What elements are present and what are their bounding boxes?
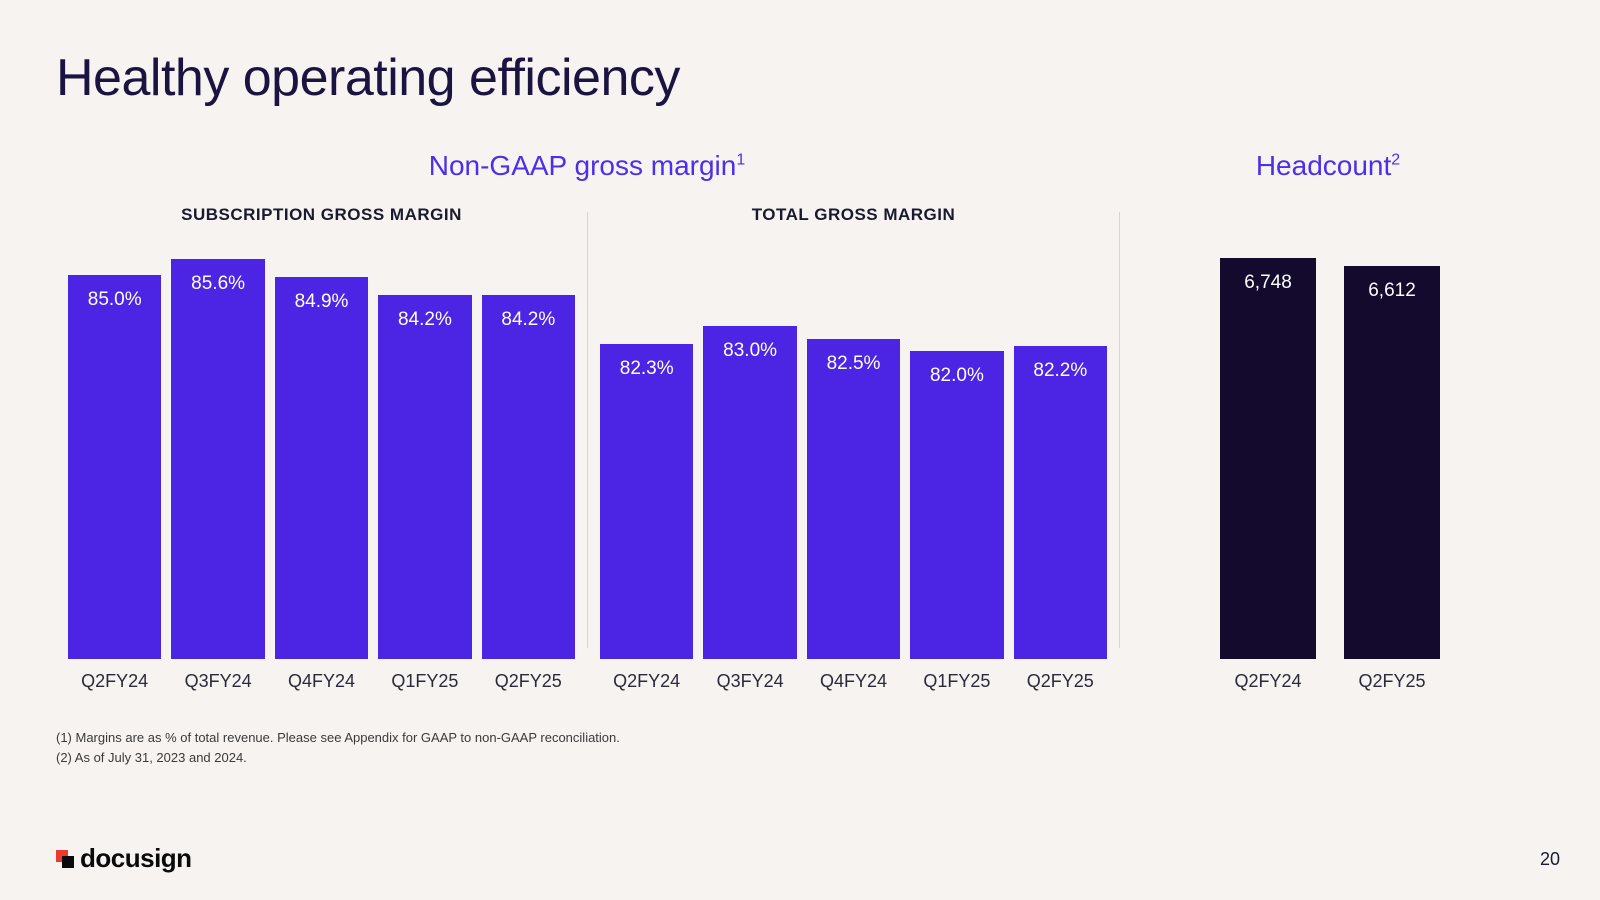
section-label-right-sup: 2: [1391, 152, 1400, 169]
footnote-1: (1) Margins are as % of total revenue. P…: [56, 728, 1544, 748]
bar-x-label: Q2FY24: [81, 671, 148, 692]
section-labels-row: Non-GAAP gross margin1 Headcount2: [56, 150, 1544, 182]
section-label-left-sup: 1: [736, 152, 745, 169]
bar: 84.2%: [482, 295, 575, 659]
bar-col: 82.3% Q2FY24: [600, 344, 693, 692]
docusign-logo-icon: [56, 850, 74, 868]
charts-row: SUBSCRIPTION GROSS MARGIN 85.0%Q2FY2485.…: [56, 192, 1544, 692]
logo-text: docusign: [80, 843, 192, 874]
bar-col: 83.0% Q3FY24: [703, 326, 796, 692]
bar-x-label: Q1FY25: [391, 671, 458, 692]
bar-col: 84.2% Q2FY25: [482, 295, 575, 692]
bar-col: 82.2% Q2FY25: [1014, 346, 1107, 692]
bar-col: 6,612 Q2FY25: [1344, 266, 1440, 692]
bar: 6,612: [1344, 266, 1440, 659]
bar-x-label: Q4FY24: [820, 671, 887, 692]
section-label-headcount: Headcount2: [1118, 150, 1538, 182]
bar: 82.5%: [807, 339, 900, 659]
section-label-gross-margin: Non-GAAP gross margin1: [56, 150, 1118, 182]
bar-x-label: Q4FY24: [288, 671, 355, 692]
chart-header-subscription: SUBSCRIPTION GROSS MARGIN: [181, 192, 462, 238]
bar-value-label: 84.2%: [501, 309, 555, 331]
bars-headcount: 6,748 Q2FY24 6,612 Q2FY25: [1120, 238, 1540, 692]
bar: 82.0%: [910, 351, 1003, 659]
footnote-2: (2) As of July 31, 2023 and 2024.: [56, 748, 1544, 768]
footnotes: (1) Margins are as % of total revenue. P…: [56, 728, 1544, 767]
bar: 82.3%: [600, 344, 693, 659]
bar-col: 6,748 Q2FY24: [1220, 258, 1316, 692]
section-label-right-text: Headcount: [1256, 150, 1391, 181]
bar-value-label: 85.0%: [88, 289, 142, 311]
bar: 83.0%: [703, 326, 796, 659]
bar-x-label: Q2FY25: [495, 671, 562, 692]
bar-value-label: 6,612: [1368, 280, 1416, 302]
bar-col: 84.2% Q1FY25: [378, 295, 471, 692]
bar-col: 82.5% Q4FY24: [807, 339, 900, 692]
bar-col: 84.9% Q4FY24: [275, 277, 368, 692]
page-title: Healthy operating efficiency: [56, 48, 1544, 108]
slide: Healthy operating efficiency Non-GAAP gr…: [0, 0, 1600, 900]
bars-total: 82.3% Q2FY24 83.0% Q3FY24 82.5% Q4FY24 82.0% Q1…: [588, 238, 1119, 692]
bar-value-label: 84.2%: [398, 309, 452, 331]
chart-headcount: 6,748 Q2FY24 6,612 Q2FY25: [1120, 192, 1540, 692]
bar-value-label: 6,748: [1244, 272, 1292, 294]
bar: 85.6%: [171, 259, 264, 659]
bar-x-label: Q2FY24: [613, 671, 680, 692]
bar-value-label: 85.6%: [191, 273, 245, 295]
bar-x-label: Q2FY25: [1027, 671, 1094, 692]
bar-col: 82.0% Q1FY25: [910, 351, 1003, 692]
bar-col: 85.6% Q3FY24: [171, 259, 264, 692]
bar-x-label: Q3FY24: [717, 671, 784, 692]
section-label-left-text: Non-GAAP gross margin: [429, 150, 737, 181]
bar-value-label: 83.0%: [723, 340, 777, 362]
bar: 84.9%: [275, 277, 368, 659]
chart-total-gross-margin: TOTAL GROSS MARGIN 82.3% Q2FY24 83.0% Q3FY2…: [588, 192, 1119, 692]
page-number: 20: [1540, 849, 1560, 870]
bar-value-label: 84.9%: [295, 291, 349, 313]
bar-x-label: Q2FY24: [1234, 671, 1301, 692]
bar: 6,748: [1220, 258, 1316, 659]
bar-x-label: Q3FY24: [185, 671, 252, 692]
bar-value-label: 82.3%: [620, 358, 674, 380]
chart-header-total: TOTAL GROSS MARGIN: [752, 192, 956, 238]
bar-x-label: Q1FY25: [923, 671, 990, 692]
bar: 85.0%: [68, 275, 161, 659]
bar-value-label: 82.0%: [930, 365, 984, 387]
bar-col: 85.0% Q2FY24: [68, 275, 161, 692]
bars-subscription: 85.0% Q2FY24 85.6% Q3FY24 84.9% Q4FY24 84.2% Q1…: [56, 238, 587, 692]
bar: 84.2%: [378, 295, 471, 659]
bar-x-label: Q2FY25: [1358, 671, 1425, 692]
footer-logo: docusign: [56, 843, 192, 874]
bar-value-label: 82.5%: [827, 353, 881, 375]
bar-value-label: 82.2%: [1033, 360, 1087, 382]
chart-subscription-gross-margin: SUBSCRIPTION GROSS MARGIN 85.0%Q2FY2485.…: [56, 192, 587, 692]
bar: 82.2%: [1014, 346, 1107, 659]
